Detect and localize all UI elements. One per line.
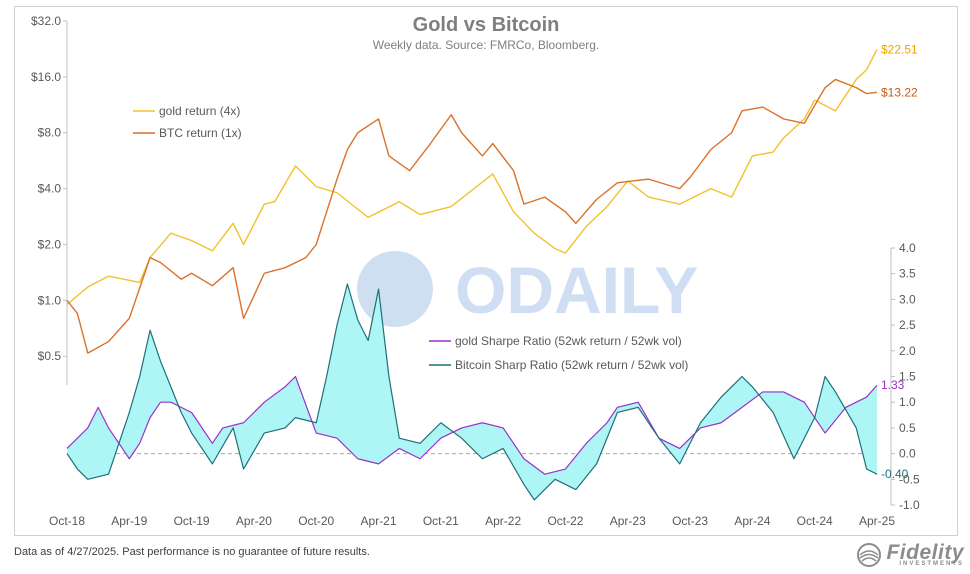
x-tick-label: Oct-18	[49, 514, 85, 528]
bitcoin-sharpe-end-label: -0.40	[881, 467, 909, 481]
footnote: Data as of 4/27/2025. Past performance i…	[14, 546, 370, 558]
left-tick-label: $0.5	[38, 349, 62, 363]
right-tick-label: 0.5	[899, 421, 916, 435]
right-tick-label: 1.0	[899, 395, 916, 409]
fidelity-logo: Fidelity INVESTMENTS	[856, 542, 964, 568]
chart-title: Gold vs Bitcoin	[413, 14, 560, 36]
left-tick-label: $16.0	[31, 70, 61, 84]
right-tick-label: 1.5	[899, 370, 916, 384]
x-tick-label: Apr-19	[111, 514, 147, 528]
right-tick-label: 0.0	[899, 447, 916, 461]
left-tick-label: $4.0	[38, 182, 62, 196]
right-tick-label: 3.0	[899, 292, 916, 306]
x-tick-label: Apr-22	[485, 514, 521, 528]
left-tick-label: $8.0	[38, 126, 62, 140]
chart-subtitle: Weekly data. Source: FMRCo, Bloomberg.	[373, 38, 600, 52]
gold-sharpe-end-label: 1.33	[881, 378, 905, 392]
watermark-text: ODAILY	[455, 253, 698, 327]
gold-return-line	[66, 49, 878, 306]
x-tick-label: Oct-22	[547, 514, 583, 528]
gold-sharpe-line	[66, 375, 878, 475]
chart-svg: ODAILY $32.0 $16.0 $8.0 $4.0 $2.0 $1.0 $0.5 4.0…	[31, 14, 920, 528]
right-tick-label: -1.0	[899, 498, 920, 512]
x-tick-label: Apr-25	[859, 514, 895, 528]
watermark-logo-icon	[357, 251, 433, 327]
x-tick-label: Apr-24	[734, 514, 770, 528]
legend-gold-sharpe-label: gold Sharpe Ratio (52wk return / 52wk vo…	[455, 334, 682, 348]
brand-subtitle: INVESTMENTS	[899, 561, 964, 567]
legend-bitcoin-sharpe-label: Bitcoin Sharp Ratio (52wk return / 52wk …	[455, 358, 688, 372]
right-tick-label: 3.5	[899, 267, 916, 281]
legend-btc-label: BTC return (1x)	[159, 126, 242, 140]
x-tick-label: Oct-21	[423, 514, 459, 528]
x-tick-label: Oct-24	[797, 514, 833, 528]
legend-gold-label: gold return (4x)	[159, 104, 240, 118]
x-tick-label: Apr-20	[236, 514, 272, 528]
left-tick-label: $2.0	[38, 237, 62, 251]
x-tick-label: Oct-23	[672, 514, 708, 528]
x-tick-label: Apr-23	[610, 514, 646, 528]
x-tick-label: Oct-20	[298, 514, 334, 528]
right-tick-label: 2.0	[899, 344, 916, 358]
x-tick-label: Oct-19	[174, 514, 210, 528]
right-tick-label: -0.5	[899, 472, 920, 486]
chart-frame: ODAILY $32.0 $16.0 $8.0 $4.0 $2.0 $1.0 $0.5 4.0…	[14, 6, 958, 536]
fidelity-globe-icon	[857, 543, 882, 567]
x-tick-label: Apr-21	[361, 514, 397, 528]
right-tick-label: 4.0	[899, 241, 916, 255]
bitcoin-sharpe-line	[66, 283, 878, 501]
btc-return-line	[66, 78, 878, 354]
left-tick-label: $32.0	[31, 14, 61, 28]
left-tick-label: $1.0	[38, 293, 62, 307]
brand-name: Fidelity	[886, 541, 964, 564]
gold-end-label: $22.51	[881, 42, 918, 56]
btc-end-label: $13.22	[881, 85, 918, 99]
right-tick-label: 2.5	[899, 318, 916, 332]
